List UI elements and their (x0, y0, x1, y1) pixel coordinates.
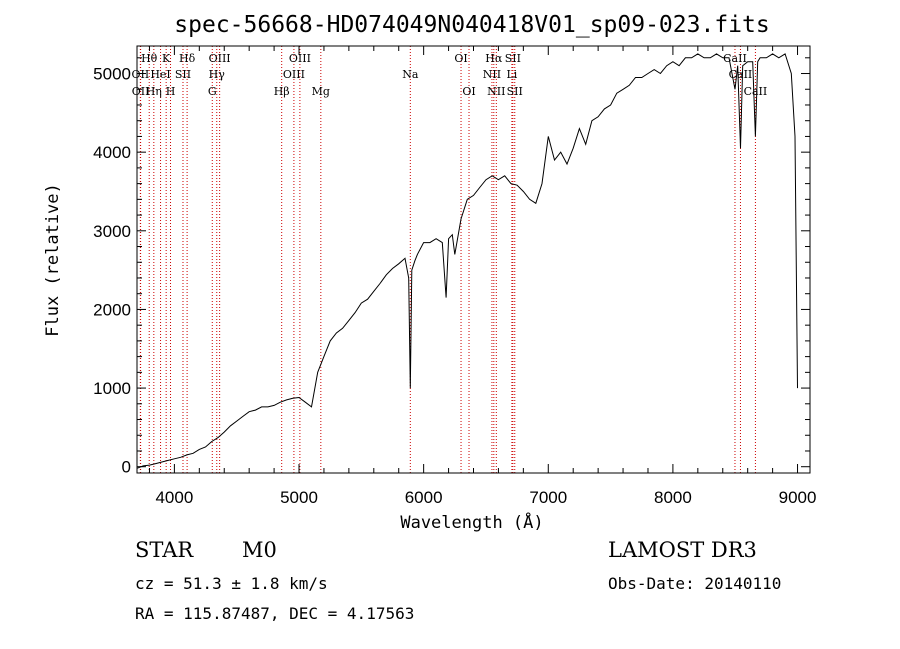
survey-name: LAMOST DR3 (608, 538, 757, 562)
y-tick-label: 2000 (93, 300, 131, 319)
x-tick-label: 9000 (779, 488, 817, 507)
line-marker-label: Hδ (179, 52, 196, 65)
y-tick-label: 0 (122, 458, 131, 477)
chart-title: spec-56668-HD074049N040418V01_sp09-023.f… (174, 12, 769, 38)
line-marker-label: Na (402, 68, 419, 81)
x-tick-label: 4000 (155, 488, 193, 507)
y-tick-label: 3000 (93, 222, 131, 241)
line-marker-label: OIII (289, 52, 311, 65)
line-marker-label: Hα (485, 52, 503, 65)
line-marker-label: SII (507, 85, 523, 98)
ra-dec-coordinates: RA = 115.87487, DEC = 4.17563 (135, 604, 415, 623)
line-marker-label: H (166, 85, 176, 98)
y-tick-label: 4000 (93, 143, 131, 162)
line-marker-label: G (208, 85, 217, 98)
line-marker-label: Hβ (274, 85, 290, 98)
line-marker-label: NII (487, 85, 505, 98)
y-tick-label: 5000 (93, 65, 131, 84)
line-marker-label: OIII (209, 52, 231, 65)
line-marker-label: Hη (146, 85, 162, 98)
x-tick-label: 6000 (405, 488, 443, 507)
x-tick-label: 5000 (280, 488, 318, 507)
redshift-cz: cz = 51.3 ± 1.8 km/s (135, 574, 328, 593)
line-marker-label: K (162, 52, 171, 65)
line-marker-label: NII (483, 68, 501, 81)
line-marker-label: OI (462, 85, 475, 98)
y-axis-ticks: 0 1000 2000 3000 4000 5000 (93, 57, 810, 477)
x-axis-ticks: 4000 5000 6000 7000 8000 9000 (148, 46, 817, 507)
x-tick-label: 7000 (529, 488, 567, 507)
line-marker-label: CaII (723, 52, 747, 65)
x-axis-label: Wavelength (Å) (400, 511, 543, 533)
plot-frame (136, 45, 811, 474)
y-axis-label: Flux (relative) (43, 183, 63, 337)
line-marker-label: SII (175, 68, 191, 81)
observation-date: Obs-Date: 20140110 (608, 574, 782, 593)
line-markers (139, 46, 756, 473)
line-marker-label: SII (505, 52, 521, 65)
line-marker-label: CaII (744, 85, 768, 98)
line-marker-label: Li (506, 68, 517, 81)
line-marker-label: CaII (729, 68, 753, 81)
object-subclass: M0 (242, 538, 277, 562)
line-marker-label: HeI (150, 68, 170, 81)
line-marker-label: Hθ (141, 52, 158, 65)
line-marker-label: OI (454, 52, 467, 65)
line-marker-label: OII (132, 85, 150, 98)
line-marker-label: OIII (283, 68, 305, 81)
object-class: STAR (135, 538, 194, 562)
line-marker-label: OII (132, 68, 150, 81)
line-marker-label: Mg (312, 85, 330, 98)
y-tick-label: 1000 (93, 379, 131, 398)
x-tick-label: 8000 (654, 488, 692, 507)
spectrum-line (136, 53, 798, 469)
line-marker-label: Hγ (209, 68, 226, 81)
